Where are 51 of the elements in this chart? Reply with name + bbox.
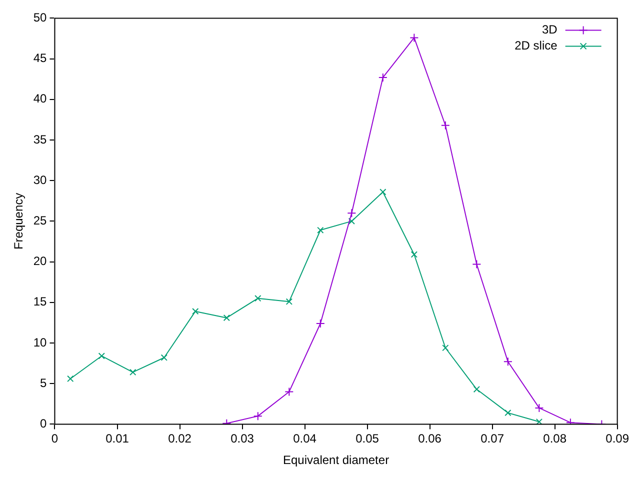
point [98, 352, 105, 360]
legend-label: 2D slice [514, 38, 558, 53]
y-tick-label: 5 [40, 376, 48, 390]
x-tick-label: 0.08 [543, 432, 567, 446]
point [380, 188, 386, 196]
y-tick-label: 15 [33, 294, 48, 309]
x-tick-label: 0.07 [480, 432, 504, 446]
point [472, 260, 482, 269]
x-tick-label: 0.01 [106, 432, 130, 446]
point [130, 368, 136, 376]
point [67, 375, 74, 382]
point [284, 387, 294, 396]
x-tick-label: 0.09 [606, 432, 630, 446]
y-tick-label: 40 [33, 92, 48, 106]
y-tick-label: 10 [33, 335, 48, 350]
point [253, 412, 262, 421]
x-tick-label: 0.04 [293, 432, 317, 446]
point [442, 344, 449, 352]
point [286, 298, 292, 305]
point [316, 319, 325, 328]
point [536, 418, 543, 424]
point [317, 226, 324, 234]
point [410, 33, 419, 42]
point [347, 208, 356, 218]
y-tick-label: 30 [33, 172, 48, 187]
point [473, 386, 480, 393]
point [410, 251, 418, 258]
point [378, 72, 388, 82]
x-tick-label: 0.03 [230, 432, 254, 446]
x-tick-label: 0.02 [168, 432, 192, 446]
x-tick-label: 0 [51, 432, 58, 446]
y-tick-label: 50 [33, 10, 48, 25]
legend-label: 3D [542, 22, 558, 37]
y-tick-label: 45 [33, 51, 48, 66]
point [440, 120, 450, 130]
x-tick-label: 0.05 [356, 432, 380, 446]
y-tick-label: 25 [33, 214, 48, 228]
x-tick-label: 0.06 [418, 432, 442, 446]
x-axis-title: Equivalent diameter [283, 453, 390, 468]
y-tick-label: 0 [40, 416, 48, 431]
point [160, 354, 168, 361]
y-tick-label: 20 [33, 254, 48, 268]
point [254, 295, 262, 302]
point [503, 357, 512, 366]
y-axis-title: Frequency [12, 192, 26, 250]
point [534, 403, 544, 412]
point [504, 410, 512, 416]
y-tick-label: 35 [33, 132, 48, 146]
point [192, 308, 199, 315]
point [223, 314, 230, 322]
point [348, 218, 355, 225]
